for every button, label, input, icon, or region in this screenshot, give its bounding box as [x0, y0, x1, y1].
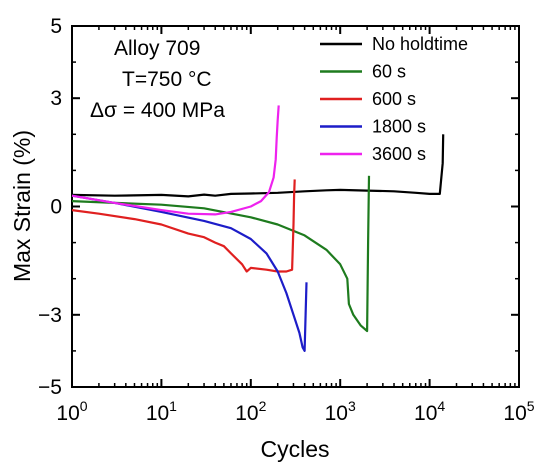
annotation-temperature: T=750 °C	[122, 68, 212, 91]
y-tick-label: 5	[50, 15, 62, 38]
x-axis-ticks	[71, 26, 520, 387]
annotation-block: Alloy 709 T=750 °C Δσ = 400 MPa	[90, 37, 225, 122]
y-tick-label: −3	[38, 304, 62, 327]
annotation-alloy: Alloy 709	[114, 37, 200, 60]
legend-label: 600 s	[372, 89, 416, 109]
annotation-stress: Δσ = 400 MPa	[90, 99, 225, 122]
y-axis-ticks	[72, 25, 519, 388]
x-tick-label: 102	[235, 398, 266, 425]
series-line-no-holdtime	[71, 134, 445, 198]
y-tick-label: 3	[50, 87, 62, 110]
x-tick-label: 105	[503, 398, 534, 425]
legend-label: 60 s	[372, 62, 406, 82]
series-line-3600-s	[71, 105, 280, 216]
x-axis-label: Cycles	[260, 436, 329, 462]
series-lines	[71, 105, 445, 352]
plot-background	[71, 25, 520, 388]
legend-label: No holdtime	[372, 34, 468, 54]
x-axis-tick-labels: 100 101 102 103 104 105	[56, 398, 534, 425]
plot-frame	[71, 25, 520, 388]
legend-label: 3600 s	[372, 144, 426, 164]
series-line-60-s	[71, 175, 371, 333]
y-axis-tick-labels: 5 3 0 −3 −5	[38, 15, 62, 399]
y-tick-label: −5	[38, 376, 62, 399]
series-line-600-s	[71, 179, 296, 273]
series-line-1800-s	[71, 194, 308, 352]
x-tick-label: 103	[325, 398, 356, 425]
x-tick-label: 104	[414, 398, 445, 425]
x-tick-label: 100	[56, 398, 87, 425]
x-tick-label: 101	[146, 398, 177, 425]
legend: No holdtime 60 s 600 s 1800 s 3600 s	[320, 34, 468, 164]
legend-label: 1800 s	[372, 117, 426, 137]
y-axis-label: Max Strain (%)	[9, 130, 35, 282]
y-tick-label: 0	[50, 196, 62, 219]
